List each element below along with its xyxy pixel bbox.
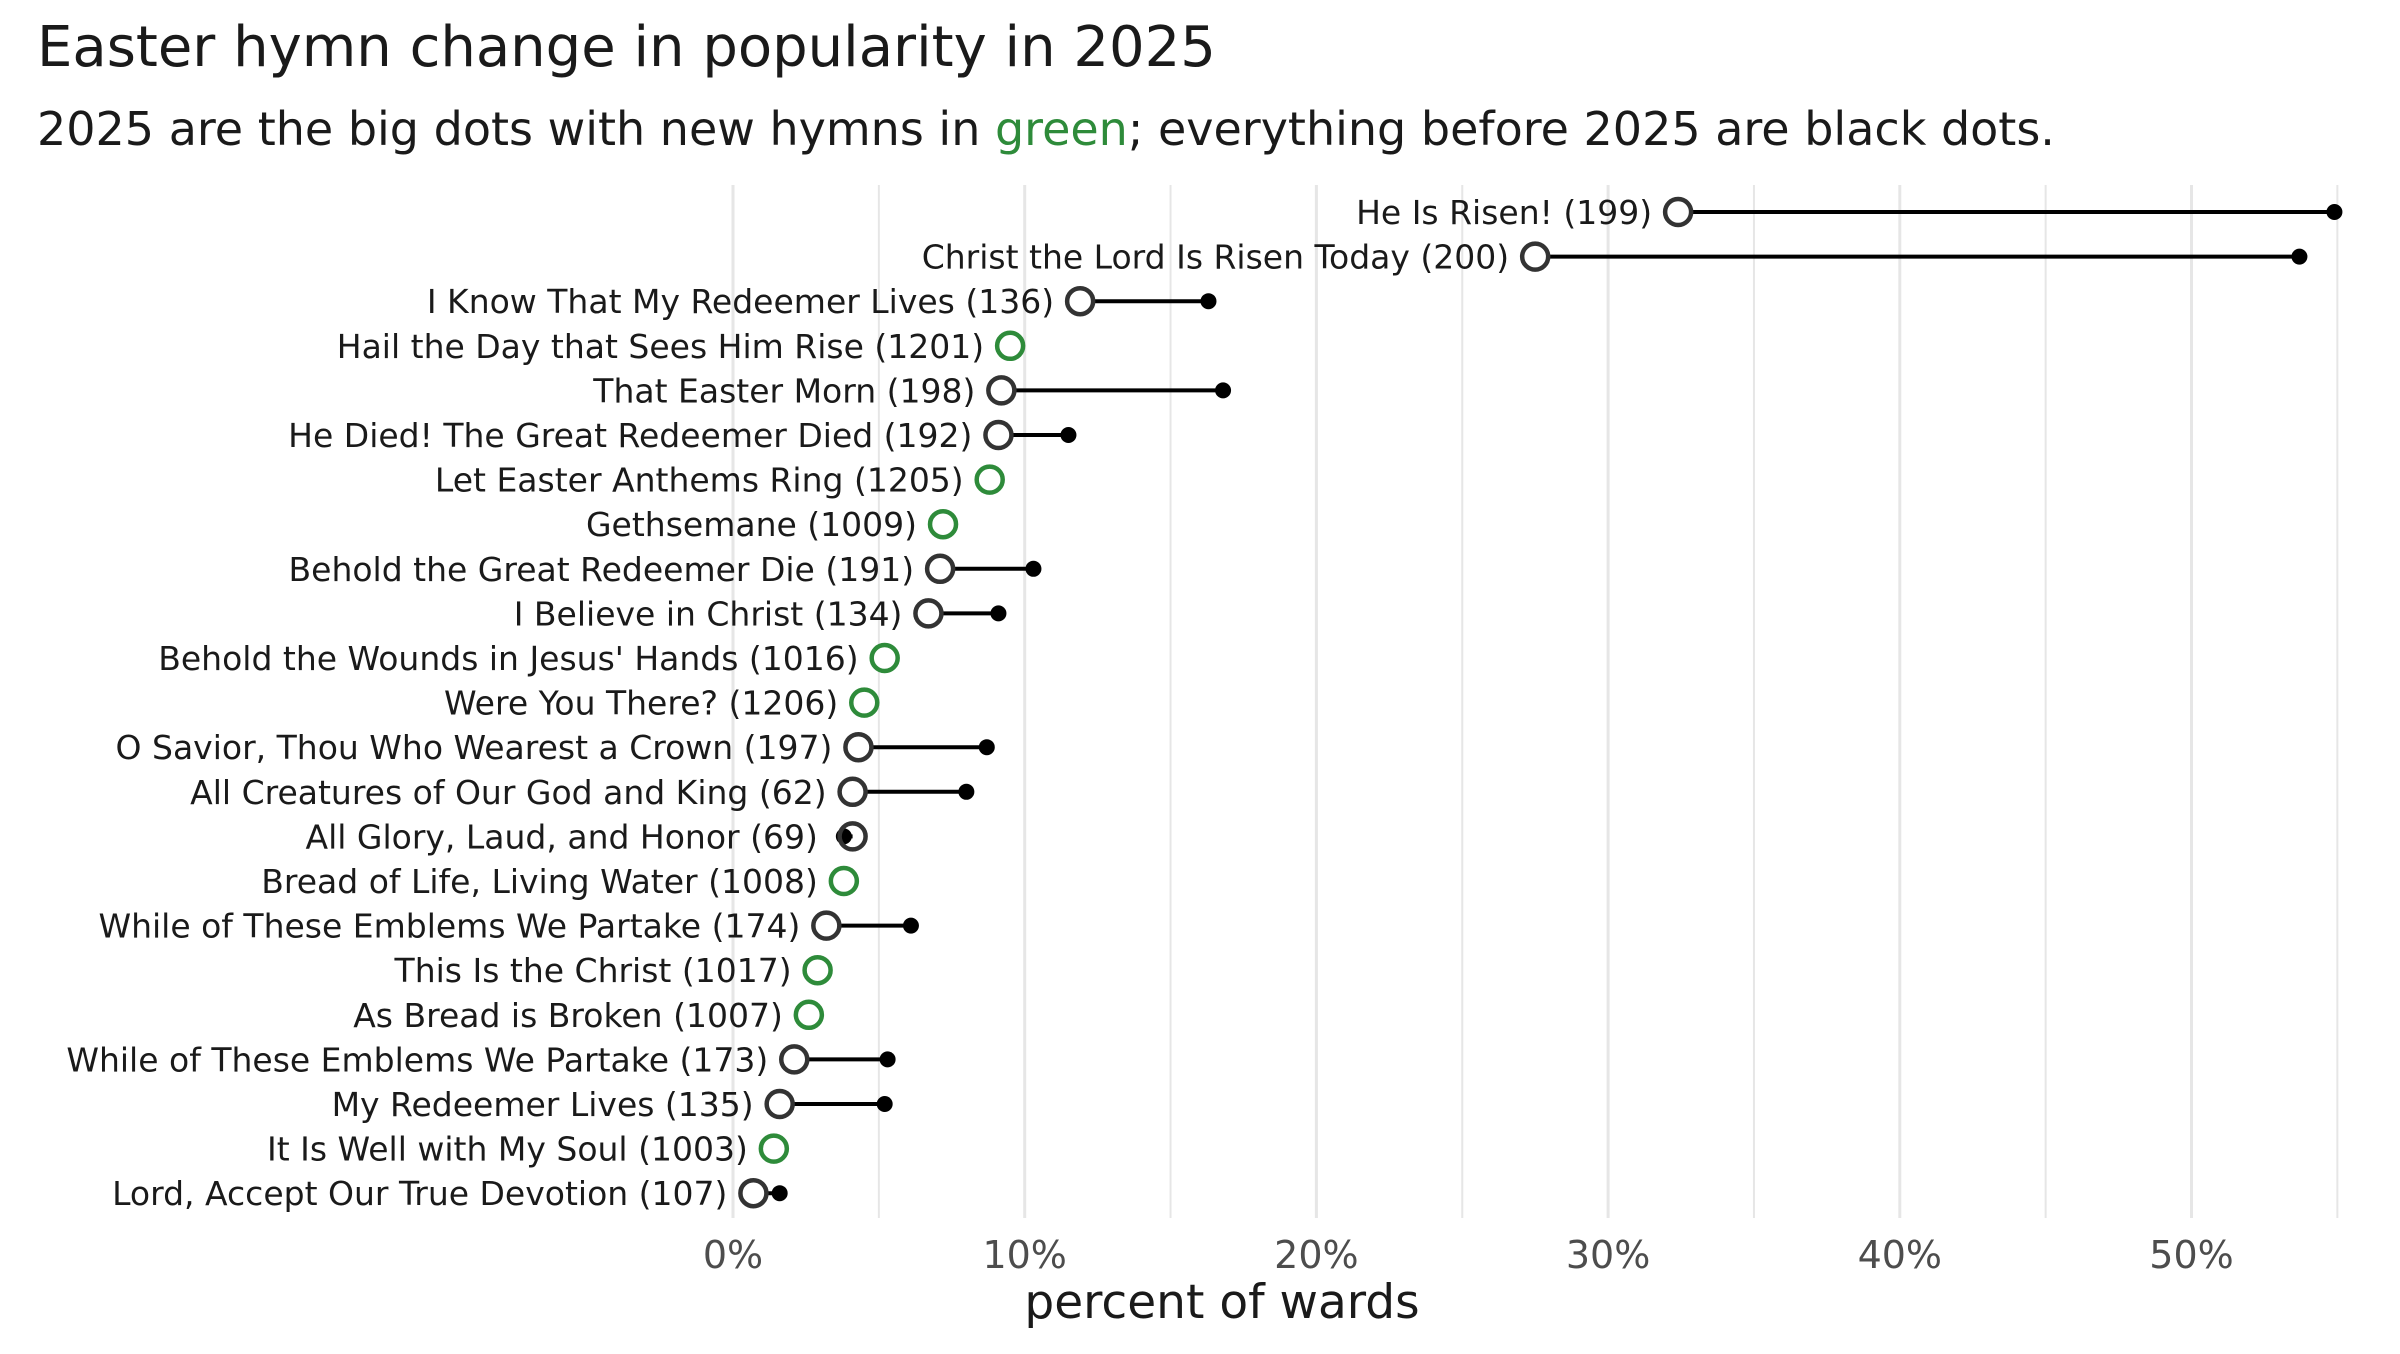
hymn-2025-dot (811, 910, 842, 941)
hymn-label: He Is Risen! (199) (1356, 193, 1652, 232)
before-2025-dot (879, 1051, 896, 1068)
hymn-row: It Is Well with My Soul (1003) (267, 1130, 790, 1169)
before-2025-dot (978, 739, 995, 756)
hymn-label: I Know That My Redeemer Lives (136) (427, 282, 1054, 321)
hymn-row: He Is Risen! (199) (1356, 193, 2343, 232)
hymn-2025-dot (1662, 196, 1694, 228)
new-hymn-2025-dot (994, 330, 1026, 362)
x-axis-ticks: 0% 10% 20% 30% 40% 50% (703, 1233, 2234, 1277)
hymn-label: He Died! The Great Redeemer Died (192) (288, 416, 972, 455)
hymn-label: I Believe in Christ (134) (514, 594, 903, 633)
before-2025-dot (958, 783, 975, 800)
hymn-label: Behold the Great Redeemer Die (191) (289, 550, 915, 589)
new-hymn-2025-dot (869, 642, 900, 674)
new-hymn-2025-dot (849, 687, 880, 718)
hymn-label: Let Easter Anthems Ring (1205) (435, 461, 964, 500)
hymn-row: Were You There? (1206) (444, 684, 880, 723)
hymn-row: My Redeemer Lives (135) (332, 1085, 893, 1124)
hymn-label: It Is Well with My Soul (1003) (267, 1130, 748, 1169)
before-2025-dot (990, 605, 1007, 622)
hymn-row: While of These Emblems We Partake (173) (66, 1040, 896, 1079)
hymn-label: Gethsemane (1009) (586, 505, 917, 544)
hymn-row: All Creatures of Our God and King (62) (190, 773, 975, 812)
hymn-2025-dot (779, 1044, 810, 1075)
x-tick-label: 10% (982, 1233, 1066, 1277)
hymn-label: While of These Emblems We Partake (174) (98, 907, 800, 946)
x-tick-label: 30% (1566, 1233, 1650, 1277)
before-2025-dot (1215, 382, 1232, 399)
hymn-row: Hail the Day that Sees Him Rise (1201) (337, 327, 1026, 366)
hymn-label: This Is the Christ (1017) (394, 951, 792, 990)
hymn-2025-dot (837, 776, 868, 808)
chart-subtitle: 2025 are the big dots with new hymns in … (37, 102, 2055, 156)
hymn-label: While of These Emblems We Partake (173) (66, 1040, 768, 1079)
before-2025-dot (902, 917, 919, 934)
hymn-label: Were You There? (1206) (444, 684, 838, 723)
hymn-row: Behold the Great Redeemer Die (191) (289, 550, 1042, 589)
hymn-2025-dot (764, 1088, 795, 1120)
hymn-2025-dot (1519, 241, 1551, 272)
hymn-row: Christ the Lord Is Risen Today (200) (922, 238, 2308, 277)
hymn-row: That Easter Morn (198) (592, 371, 1232, 410)
hymn-label: As Bread is Broken (1007) (353, 996, 783, 1035)
hymn-label: Lord, Accept Our True Devotion (107) (112, 1174, 727, 1213)
hymn-label: All Glory, Laud, and Honor (69) (306, 817, 818, 856)
hymn-2025-dot (983, 419, 1014, 451)
before-2025-dot (1060, 427, 1077, 443)
hymn-2025-dot (1064, 285, 1096, 317)
hymn-label: Hail the Day that Sees Him Rise (1201) (337, 327, 984, 366)
x-tick-label: 50% (2149, 1233, 2233, 1277)
subtitle-text-after: ; everything before 2025 are black dots. (1128, 102, 2055, 156)
hymn-row: Behold the Wounds in Jesus' Hands (1016) (158, 639, 900, 678)
x-tick-label: 20% (1274, 1233, 1358, 1277)
x-tick-label: 0% (703, 1233, 763, 1277)
hymn-row: O Savior, Thou Who Wearest a Crown (197) (116, 728, 995, 767)
before-2025-dot (771, 1185, 788, 1202)
new-hymn-2025-dot (927, 508, 959, 540)
hymn-row: Bread of Life, Living Water (1008) (261, 862, 860, 901)
new-hymn-2025-dot (974, 464, 1005, 495)
hymn-row: All Glory, Laud, and Honor (69) (306, 817, 868, 856)
hymn-label: My Redeemer Lives (135) (332, 1085, 754, 1124)
hymn-row: I Believe in Christ (134) (514, 594, 1007, 633)
hymn-2025-dot (843, 731, 874, 763)
new-hymn-2025-dot (802, 954, 833, 986)
hymn-2025-dot (738, 1177, 769, 1209)
hymn-row: Lord, Accept Our True Devotion (107) (112, 1174, 788, 1213)
hymn-row: While of These Emblems We Partake (174) (98, 907, 919, 946)
hymn-2025-dot (837, 821, 868, 852)
hymn-row: I Know That My Redeemer Lives (136) (427, 282, 1217, 321)
chart-title: Easter hymn change in popularity in 2025 (37, 15, 1216, 80)
before-2025-dot (1200, 293, 1217, 310)
before-2025-dot (1025, 560, 1042, 577)
hymn-label: Christ the Lord Is Risen Today (200) (922, 238, 1509, 277)
hymn-row: He Died! The Great Redeemer Died (192) (288, 416, 1077, 455)
new-hymn-2025-dot (758, 1133, 790, 1164)
hymn-row: As Bread is Broken (1007) (353, 996, 825, 1035)
subtitle-highlight-green: green (995, 102, 1128, 156)
hymn-row: This Is the Christ (1017) (394, 951, 833, 990)
hymn-2025-dot (913, 598, 944, 629)
before-2025-dot (2326, 204, 2343, 220)
new-hymn-2025-dot (793, 999, 825, 1031)
hymn-label: O Savior, Thou Who Wearest a Crown (197) (116, 728, 833, 767)
x-tick-label: 40% (1858, 1233, 1942, 1277)
hymn-row: Let Easter Anthems Ring (1205) (435, 461, 1005, 500)
subtitle-text-before: 2025 are the big dots with new hymns in (37, 102, 995, 156)
gridlines (731, 185, 2339, 1218)
hymn-2025-dot (924, 553, 956, 585)
hymn-rows: He Is Risen! (199) Christ the Lord Is Ris… (66, 193, 2343, 1213)
before-2025-dot (876, 1096, 893, 1112)
x-axis-label: percent of wards (1024, 1275, 1419, 1330)
hymn-label: Bread of Life, Living Water (1008) (261, 862, 818, 901)
hymn-2025-dot (986, 375, 1017, 406)
before-2025-dot (2291, 248, 2308, 265)
hymn-row: Gethsemane (1009) (586, 505, 959, 544)
new-hymn-2025-dot (828, 865, 860, 897)
hymn-label: All Creatures of Our God and King (62) (190, 773, 826, 812)
hymn-label: Behold the Wounds in Jesus' Hands (1016) (158, 639, 858, 678)
hymn-label: That Easter Morn (198) (592, 371, 975, 410)
